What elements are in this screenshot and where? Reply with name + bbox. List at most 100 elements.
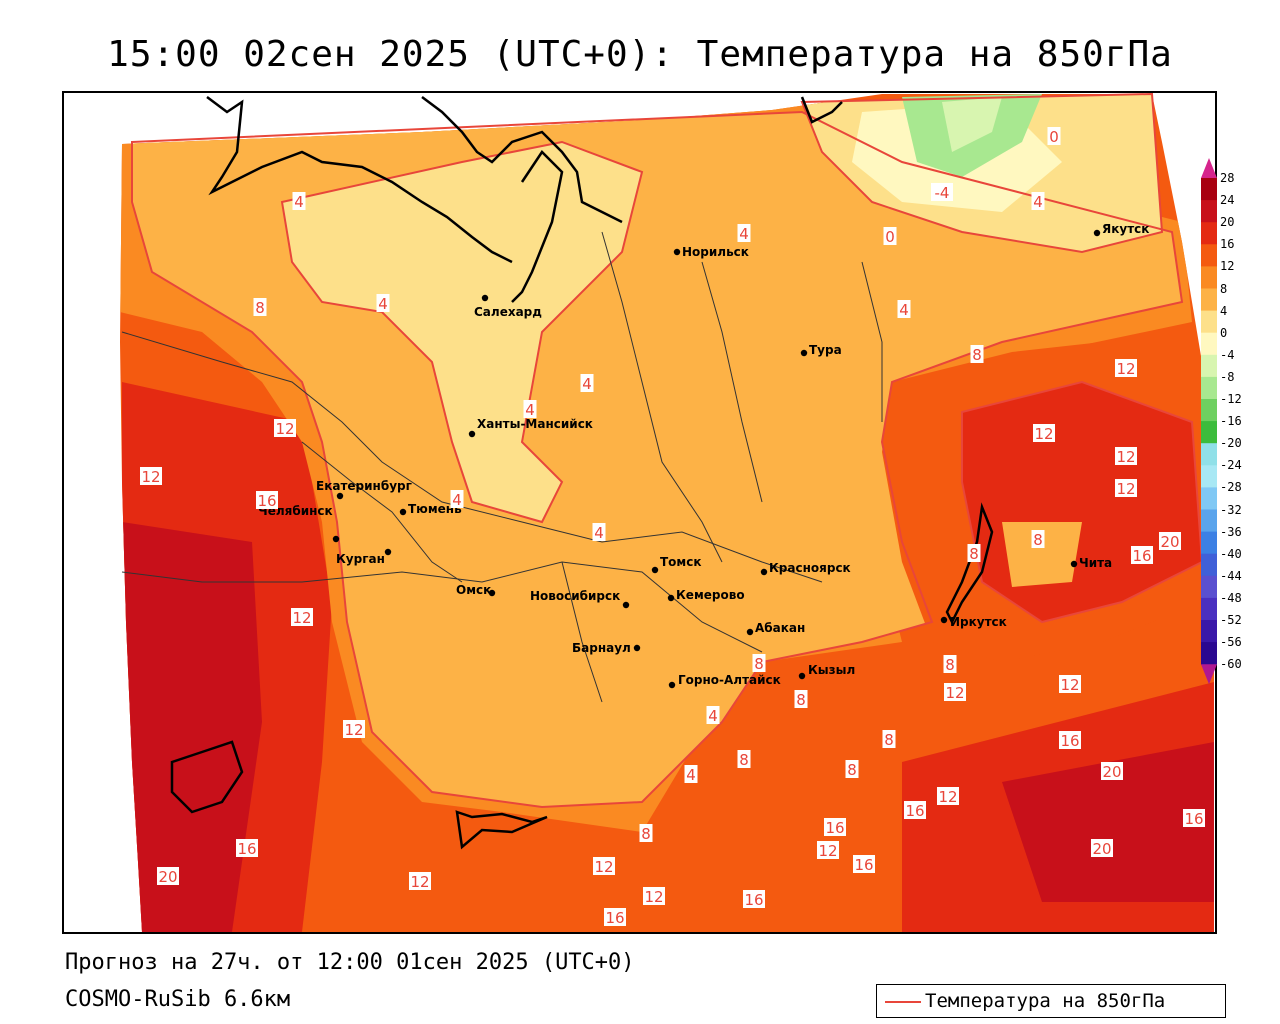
map-frame[interactable]: Норильск Якутск Салехард Тура Ханты-Мансийск… <box>62 91 1217 934</box>
isotherm-label-bg <box>1059 675 1081 693</box>
colorbar-tick-label: -52 <box>1220 613 1242 627</box>
isotherm-label: 20 <box>1102 763 1121 781</box>
colorbar-segment <box>1201 597 1217 621</box>
temperature-map <box>120 93 1214 932</box>
colorbar-segment <box>1201 465 1217 488</box>
legend-line-swatch <box>885 1001 921 1003</box>
city-label: Чита <box>1079 556 1112 570</box>
model-info: COSMO-RuSib 6.6км <box>65 987 291 1012</box>
isotherm-label-bg <box>845 760 859 778</box>
city-marker <box>746 628 754 636</box>
isotherm-label-bg <box>1033 424 1055 442</box>
colorbar-tick-label: 24 <box>1220 193 1235 208</box>
colorbar-tick-label: 0 <box>1220 325 1228 340</box>
city-label: Омск <box>456 583 491 597</box>
isotherm-label-bg <box>291 608 313 626</box>
isotherm-label-bg <box>824 818 846 836</box>
colorbar-tick-label: -24 <box>1220 458 1242 473</box>
isotherm-label-bg <box>967 544 981 562</box>
temperature-field <box>120 94 1214 932</box>
city-label: Курган <box>336 552 385 566</box>
city-label: Тура <box>809 343 842 357</box>
isotherm-label: 8 <box>972 346 982 364</box>
city-marker <box>798 672 806 680</box>
city-label: Кызыл <box>808 663 855 677</box>
isotherm-label-bg <box>409 872 431 890</box>
isotherm-label: 8 <box>945 656 955 674</box>
isotherm-label: 12 <box>1034 425 1053 443</box>
isotherm-label-bg <box>1101 762 1123 780</box>
isotherm-label-bg <box>904 801 926 819</box>
isotherm-label: -4 <box>935 184 950 202</box>
isotherm-label: 8 <box>1033 531 1043 549</box>
isotherm-label: 12 <box>1116 480 1135 498</box>
isotherm-label-bg <box>1031 530 1045 548</box>
isotherm-label-bg <box>157 867 179 885</box>
isotherm-label: 8 <box>739 751 749 769</box>
isotherm-label-bg <box>292 192 306 210</box>
isotherm-label: 4 <box>1033 193 1043 211</box>
isotherm-label-bg <box>343 720 365 738</box>
isotherm-label: 16 <box>237 840 256 858</box>
isotherm-label: 0 <box>1049 128 1059 146</box>
isotherm-label: 16 <box>854 856 873 874</box>
isotherm-label-bg <box>140 467 162 485</box>
isotherm-label: 16 <box>1132 547 1151 565</box>
city-label: Тюмень <box>408 502 462 516</box>
city-label: Салехард <box>474 305 542 319</box>
colorbar-segment <box>1201 443 1217 466</box>
isotherm-label-bg <box>937 787 959 805</box>
colorbar-tick-label: -40 <box>1220 546 1242 561</box>
isotherm-label-bg <box>1131 546 1153 564</box>
colorbar-tick-label: -48 <box>1220 590 1242 605</box>
colorbar-tick-label: -44 <box>1220 568 1242 583</box>
isotherm-label-bg <box>236 839 258 857</box>
city-label: Красноярск <box>769 561 851 575</box>
map-annotations: Норильск Якутск Салехард Тура Ханты-Мансийск… <box>140 127 1205 927</box>
isotherm-label-bg <box>274 419 296 437</box>
isotherm-label: 12 <box>1116 360 1135 378</box>
city-marker <box>622 601 630 609</box>
colorbar-segment <box>1201 399 1217 422</box>
legend-label: Температура на 850гПа <box>925 990 1166 1012</box>
colorbar-tick-label: 20 <box>1220 215 1235 230</box>
isotherm-label: 12 <box>275 420 294 438</box>
isotherm-label-bg <box>1115 479 1137 497</box>
city-label: Абакан <box>755 621 805 635</box>
isotherm-label-bg <box>882 730 896 748</box>
isotherm-label-bg <box>523 400 537 418</box>
isotherm-label-bg <box>737 224 751 242</box>
city-marker <box>1093 229 1101 237</box>
isotherm-label-bg <box>593 857 615 875</box>
isotherm-label-bg <box>853 855 875 873</box>
isotherm-label: 12 <box>594 858 613 876</box>
isotherm-label: 4 <box>294 193 304 211</box>
isotherm-label: 12 <box>292 609 311 627</box>
colorbar-tick-label: -36 <box>1220 524 1242 539</box>
isotherm-label: 16 <box>1184 810 1203 828</box>
isotherm-label: 8 <box>969 545 979 563</box>
map-title: 15:00 02сен 2025 (UTC+0): Температура на… <box>107 34 1173 75</box>
city-label: Иркутск <box>950 615 1007 629</box>
isotherm-label: 8 <box>847 761 857 779</box>
city-label: Барнаул <box>572 641 631 655</box>
region-borders <box>121 231 883 703</box>
colorbar-tick-label: 16 <box>1220 237 1235 252</box>
colorbar-tick-label: 28 <box>1220 171 1235 185</box>
city-marker <box>667 594 675 602</box>
city-marker <box>651 566 659 574</box>
city-label: Якутск <box>1102 222 1149 236</box>
city-marker <box>668 681 676 689</box>
isotherm-label-bg <box>817 841 839 859</box>
colorbar-segment <box>1201 222 1217 245</box>
isotherm-label-bg <box>743 890 765 908</box>
isotherm-label-bg <box>684 765 698 783</box>
city-marker <box>336 492 344 500</box>
isotherm-label: 4 <box>686 766 696 784</box>
colorbar-tick-label: -20 <box>1220 436 1242 451</box>
isotherm-label-bg <box>1115 359 1137 377</box>
isotherm-label: 12 <box>1116 448 1135 466</box>
city-marker <box>760 568 768 576</box>
isotherm-label-bg <box>1047 127 1061 145</box>
isotherm-label-bg <box>943 655 957 673</box>
